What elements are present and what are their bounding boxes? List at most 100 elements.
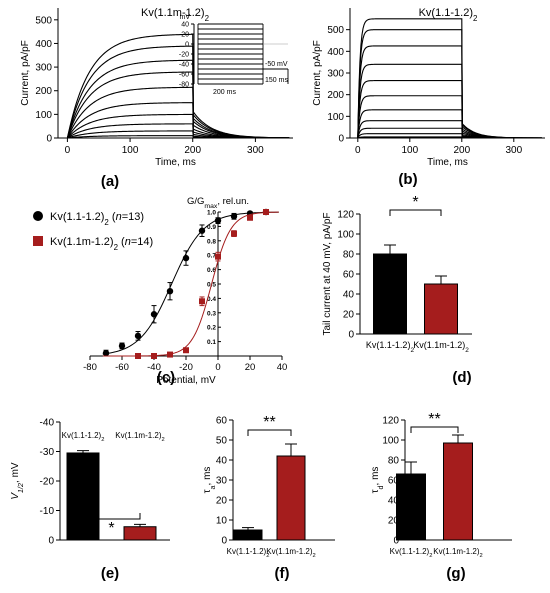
text-span: 400 [327, 47, 344, 58]
text-span: 40 [181, 22, 189, 29]
text-span: Kv(1.1-1.2) [419, 7, 473, 19]
text-span: 0 [338, 134, 344, 145]
x-tick-label: -40 [147, 362, 161, 373]
category-label: Kv(1.1m-1.2)2 [115, 431, 164, 443]
text-span: Kv(1.1-1.2) [62, 431, 102, 440]
y-axis-title: Current, pA/pF [20, 40, 31, 106]
text-span: (c) [157, 369, 175, 386]
text-span: Kv(1.1-1.2) [227, 547, 267, 556]
text-span: 2 [429, 553, 432, 559]
text-span: 20 [181, 32, 189, 39]
x-tick-label: 300 [247, 145, 264, 156]
text-span: ( [109, 211, 116, 223]
protocol-tick-label: 20 [181, 32, 189, 39]
legend-label: Kv(1.1-1.2)2 (n=13) [50, 211, 144, 227]
bar [443, 442, 473, 541]
text-span: -30 [40, 447, 55, 458]
category-label: Kv(1.1-1.2)2 [62, 431, 105, 443]
y-axis-title: G/Gmax, rel.un. [187, 196, 249, 210]
significance-bracket [410, 426, 459, 433]
text-span: Time, ms [155, 157, 196, 168]
text-span: 80 [343, 250, 355, 261]
text-span: max [204, 203, 217, 210]
text-span: =14) [131, 236, 153, 248]
text-span: 100 [401, 145, 418, 156]
text-span: 100 [35, 110, 52, 121]
data-point [135, 353, 141, 359]
panel-label: (g) [446, 565, 465, 582]
legend-marker [33, 211, 43, 221]
y-tick-label: 300 [327, 69, 344, 80]
text-span: 0 [185, 42, 189, 49]
text-span: 50 [216, 436, 228, 447]
protocol-tick-label: 0 [185, 42, 189, 49]
y-tick-label: 60 [216, 416, 228, 427]
protocol-tick-label: -20 [179, 52, 189, 59]
y-tick-label: 0.4 [207, 296, 216, 303]
text-span: -40 [147, 362, 161, 373]
text-span: 120 [382, 416, 399, 427]
x-tick-label: 200 [184, 145, 201, 156]
text-span: 2 [162, 437, 165, 443]
data-point [167, 351, 173, 358]
text-span: 0.3 [207, 310, 216, 317]
y-axis-title: τa, ms [202, 467, 217, 494]
y-tick-label: 10 [216, 516, 228, 527]
y-tick-label: 0 [221, 536, 227, 547]
y-tick-label: 80 [388, 456, 400, 467]
text-span: -20 [40, 477, 55, 488]
y-tick-label: 0.1 [207, 339, 216, 346]
text-span: 40 [216, 456, 228, 467]
text-span: n [116, 211, 122, 223]
text-span: 0 [48, 536, 54, 547]
protocol-unit: mV [180, 14, 191, 21]
current-trace [351, 63, 542, 139]
text-span: 0 [215, 362, 220, 373]
data-point [231, 230, 237, 237]
text-span: 60 [388, 476, 400, 487]
y-tick-label: 100 [337, 230, 354, 241]
y-tick-label: 0.9 [207, 224, 216, 231]
category-label: Kv(1.1m-1.2)2 [266, 547, 315, 559]
text-span: -10 [40, 506, 55, 517]
y-tick-label: 100 [382, 436, 399, 447]
y-tick-label: 60 [388, 476, 400, 487]
text-span: 100 [327, 112, 344, 123]
text-span: 10 [216, 516, 228, 527]
text-span: 0 [348, 330, 354, 341]
x-tick-label: -80 [83, 362, 97, 373]
text-span: (b) [398, 171, 417, 188]
text-span: mV [180, 14, 191, 21]
bar [276, 455, 306, 541]
text-span: (a) [101, 173, 119, 190]
text-span: -80 [179, 82, 189, 89]
y-tick-label: 30 [216, 476, 228, 487]
text-span: Kv(1.1m-1.2) [266, 547, 313, 556]
y-tick-label: 100 [327, 112, 344, 123]
text-span: 200 [35, 86, 52, 97]
text-span: 0.4 [207, 296, 216, 303]
text-span: , ms [370, 467, 381, 486]
bar [373, 253, 407, 335]
text-span: 2 [480, 553, 483, 559]
text-span: Current, pA/pF [20, 40, 31, 106]
data-point [102, 349, 110, 357]
y-tick-label: 20 [388, 516, 400, 527]
protocol-holding-label: -50 mV [265, 61, 288, 68]
x-tick-label: 0 [355, 145, 361, 156]
legend-label: Kv(1.1m-1.2)2 (n=14) [50, 236, 153, 252]
y-tick-label: 50 [216, 436, 228, 447]
protocol-tick-label: -40 [179, 62, 189, 69]
text-span: 2 [104, 218, 108, 227]
significance-bracket [82, 513, 141, 520]
text-span: 400 [35, 39, 52, 50]
legend-marker [33, 236, 43, 246]
text-span: 0 [221, 536, 227, 547]
text-span: 2 [465, 347, 469, 354]
category-label: Kv(1.1-1.2)2 [390, 547, 433, 559]
bar [123, 526, 157, 541]
text-span: 40 [388, 496, 400, 507]
text-span: 300 [35, 63, 52, 74]
y-axis-title: Tail current at 40 mV, pA/pF [322, 212, 333, 335]
